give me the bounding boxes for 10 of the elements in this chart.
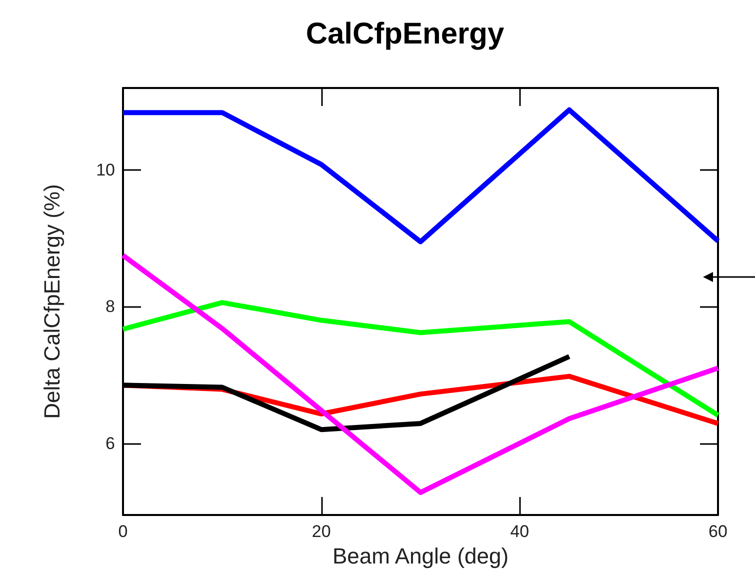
y-axis-title: Delta CalCfpEnergy (%): [40, 184, 64, 419]
y-tick-label: 6: [106, 434, 115, 453]
chart-title: CalCfpEnergy: [306, 18, 504, 50]
x-tick-label: 20: [312, 522, 331, 541]
x-axis-title: Beam Angle (deg): [332, 543, 509, 568]
x-tick-label: 0: [118, 522, 128, 541]
y-tick-label: 8: [106, 297, 115, 316]
x-tick-label: 60: [708, 522, 728, 541]
y-tick-label: 10: [96, 160, 115, 180]
x-tick-label: 40: [510, 522, 530, 541]
